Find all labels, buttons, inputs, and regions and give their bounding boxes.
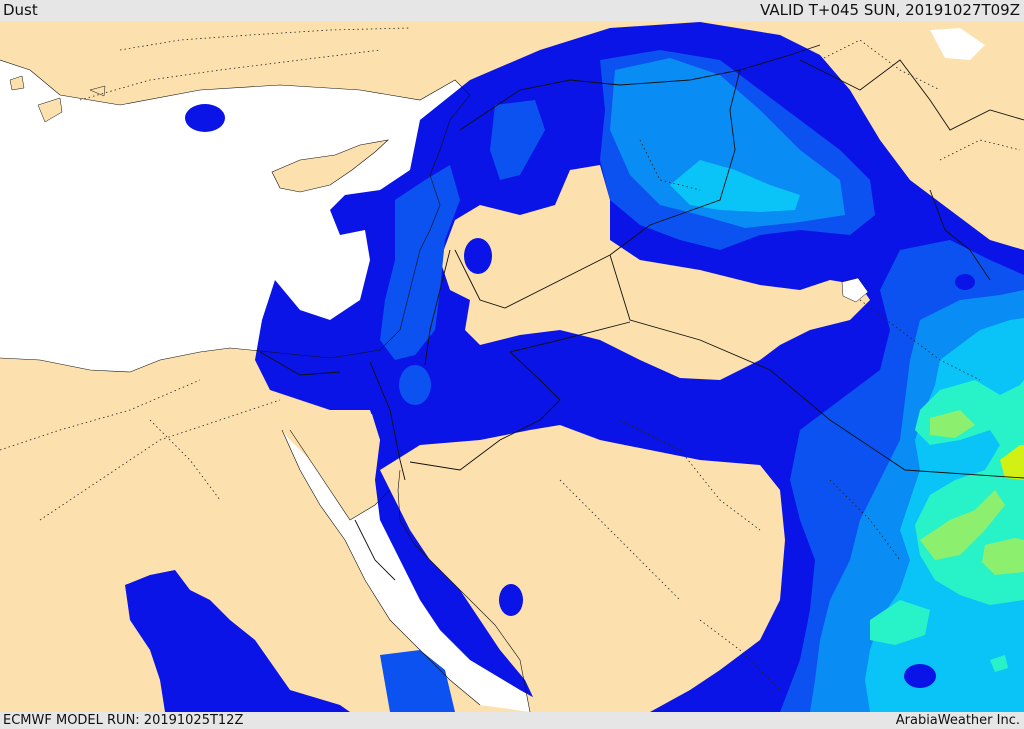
clear-land-arabia <box>380 425 785 712</box>
caspian-coast <box>930 28 985 60</box>
dust-level-2-jordan <box>399 365 431 405</box>
aegean-islands <box>9 75 106 123</box>
dust-forecast-map <box>0 21 1024 712</box>
dust-level-2-south <box>380 650 455 712</box>
title-bar: Dust VALID T+045 SUN, 20191027T09Z <box>0 0 1024 21</box>
national-borders <box>259 44 1024 581</box>
model-run-label: ECMWF MODEL RUN: 20191025T12Z <box>3 713 244 728</box>
dust-spot-east <box>904 664 936 688</box>
dust-spot-kuwait <box>955 274 975 290</box>
clear-land-egypt <box>0 352 380 640</box>
coastlines <box>0 59 531 712</box>
dust-level-3-north <box>610 58 845 228</box>
mediterranean-sea <box>0 60 470 372</box>
cyprus <box>271 139 389 193</box>
dust-level-2-syria <box>490 100 545 180</box>
dust-level-6-b <box>920 490 1005 560</box>
clear-land-syria-iraq <box>440 165 870 380</box>
field-name-label: Dust <box>3 1 38 19</box>
dust-spot-saudi <box>499 584 523 616</box>
dust-level-7 <box>1000 445 1024 480</box>
dust-spot-lebanon <box>464 238 492 274</box>
dust-level-1-south-west <box>125 570 350 712</box>
dust-blob-turkey <box>185 104 225 132</box>
dust-level-4-north <box>670 160 800 212</box>
dust-level-5-c <box>990 655 1008 672</box>
dust-level-2-levant <box>380 165 460 360</box>
province-boundaries <box>0 27 1021 691</box>
valid-time-label: VALID T+045 SUN, 20191027T09Z <box>760 1 1020 19</box>
dust-level-6-c <box>982 538 1024 575</box>
lake-tharthar <box>841 277 869 303</box>
footer-bar: ECMWF MODEL RUN: 20191025T12Z ArabiaWeat… <box>0 712 1024 729</box>
dust-level-6-a <box>930 410 975 438</box>
dust-level-5-b <box>870 600 930 645</box>
credit-label: ArabiaWeather Inc. <box>895 713 1020 728</box>
